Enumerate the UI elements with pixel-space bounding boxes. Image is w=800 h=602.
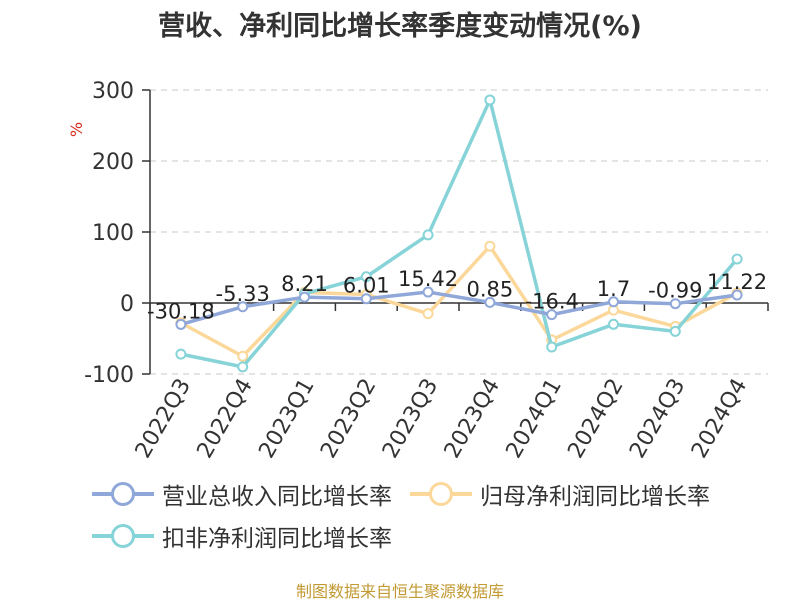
data-label: 1.7 (597, 277, 630, 301)
legend-marker-revenue (92, 479, 154, 509)
data-point (731, 289, 743, 301)
data-label: -30.18 (147, 299, 215, 323)
series-line (180, 244, 738, 358)
series-line (180, 290, 738, 327)
data-label: -5.33 (216, 282, 270, 306)
data-source-note: 制图数据来自恒生聚源数据库 (295, 582, 504, 601)
data-label: 8.21 (281, 272, 328, 296)
x-tick-label: 2024Q4 (687, 375, 752, 463)
legend-dot (111, 524, 135, 548)
data-point (237, 301, 249, 313)
data-point (546, 309, 558, 321)
data-point (175, 348, 187, 360)
y-tick-label: -100 (84, 363, 134, 388)
x-tick-label: 2024Q1 (502, 375, 567, 463)
data-label: 6.01 (343, 274, 390, 298)
y-tick-label: 200 (92, 150, 134, 175)
data-point (608, 296, 619, 308)
x-tick-label: 2023Q2 (316, 375, 381, 463)
x-tick-label: 2022Q3 (131, 375, 196, 463)
data-point (299, 291, 310, 303)
data-point (484, 296, 496, 308)
series-line (180, 98, 739, 369)
data-point (237, 350, 249, 362)
data-point (546, 341, 558, 353)
x-tick-label: 2023Q1 (254, 375, 319, 463)
legend-dot (429, 482, 453, 506)
data-point (422, 229, 434, 241)
legend-item-revenue[interactable]: 营业总收入同比增长率 (92, 478, 392, 510)
data-label: 15.42 (398, 267, 458, 291)
data-point (669, 325, 681, 337)
x-tick-label: 2023Q4 (440, 375, 505, 463)
x-tick-label: 2022Q4 (193, 375, 258, 463)
x-tick-label: 2024Q2 (563, 375, 628, 463)
x-tick-label: 2023Q3 (378, 374, 443, 462)
data-point (669, 298, 681, 310)
y-tick-label: 300 (92, 79, 134, 104)
data-point (360, 271, 372, 283)
chart-title: 营收、净利同比增长率季度变动情况(%) (158, 11, 642, 42)
legend-label-revenue: 营业总收入同比增长率 (162, 484, 392, 510)
data-label: -16.4 (525, 290, 579, 314)
legend-label-deducted-profit: 扣非净利润同比增长率 (162, 526, 392, 552)
data-point (360, 293, 372, 305)
legend-item-deducted-profit[interactable]: 扣非净利润同比增长率 (92, 520, 392, 552)
data-point (422, 286, 434, 298)
data-label: 0.85 (467, 277, 514, 301)
data-label: 11.22 (707, 270, 767, 294)
x-tick-label: 2024Q3 (625, 375, 690, 463)
legend-item-net-profit[interactable]: 归母净利润同比增长率 (410, 478, 710, 510)
data-point (731, 253, 743, 265)
legend-marker-deducted-profit (92, 521, 154, 551)
legend-dot (111, 482, 135, 506)
y-tick-label: 100 (92, 221, 134, 246)
data-point (484, 240, 496, 252)
legend-label-net-profit: 归母净利润同比增长率 (480, 484, 710, 510)
data-point (175, 318, 187, 330)
data-point (422, 308, 434, 320)
data-point (484, 94, 496, 106)
data-point (237, 361, 249, 373)
data-point (608, 318, 619, 330)
data-label: -0.99 (648, 279, 702, 303)
legend-marker-net-profit (410, 479, 472, 509)
y-tick-label: 0 (120, 292, 134, 317)
